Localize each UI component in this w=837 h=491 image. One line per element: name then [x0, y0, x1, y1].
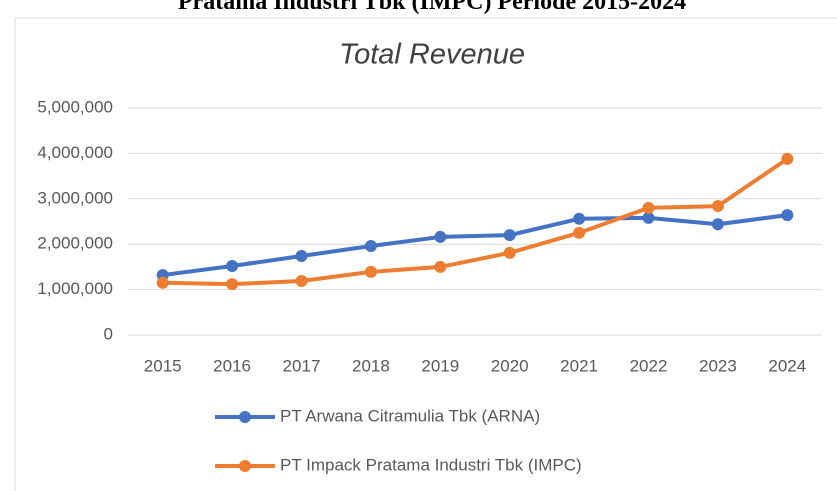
data-point [295, 274, 308, 287]
data-point [573, 226, 586, 239]
data-point [295, 250, 308, 263]
legend-label: PT Impack Pratama Industri Tbk (IMPC) [280, 455, 582, 474]
data-point [711, 218, 724, 231]
data-point [503, 229, 516, 242]
x-tick-label: 2021 [560, 356, 598, 375]
x-tick-label: 2017 [283, 356, 321, 375]
data-point [781, 209, 794, 222]
y-tick-label: 1,000,000 [37, 279, 113, 298]
x-tick-label: 2018 [352, 356, 390, 375]
x-tick-label: 2015 [144, 356, 182, 375]
data-point [642, 211, 655, 224]
series-line [162, 213, 788, 278]
data-point [711, 200, 724, 213]
series-line [162, 157, 789, 287]
data-point [226, 259, 239, 272]
y-tick-label: 4,000,000 [37, 143, 113, 162]
page-heading: Pratama Industri Tbk (IMPC) Periode 2015… [178, 0, 686, 15]
legend-marker [239, 460, 251, 472]
x-tick-label: 2019 [421, 356, 459, 375]
y-tick-label: 3,000,000 [37, 188, 113, 207]
data-point [642, 201, 655, 214]
chart-frame [14, 17, 837, 491]
x-tick-label: 2024 [768, 356, 806, 375]
data-point [434, 230, 447, 243]
y-tick-label: 0 [104, 324, 113, 343]
data-point [573, 212, 586, 225]
data-point [226, 278, 239, 291]
data-point [434, 260, 447, 273]
x-tick-label: 2023 [699, 356, 737, 375]
data-point [503, 246, 516, 259]
data-point [156, 276, 169, 289]
chart-title: Total Revenue [339, 39, 525, 71]
data-point [364, 240, 377, 253]
legend-label: PT Arwana Citramulia Tbk (ARNA) [280, 406, 540, 425]
y-tick-label: 2,000,000 [37, 234, 113, 253]
x-tick-label: 2016 [213, 356, 251, 375]
x-tick-label: 2022 [630, 356, 668, 375]
y-tick-label: 5,000,000 [37, 97, 113, 116]
x-tick-label: 2020 [491, 356, 529, 375]
data-point [364, 265, 377, 278]
legend-marker [239, 411, 251, 423]
data-point [781, 152, 794, 165]
